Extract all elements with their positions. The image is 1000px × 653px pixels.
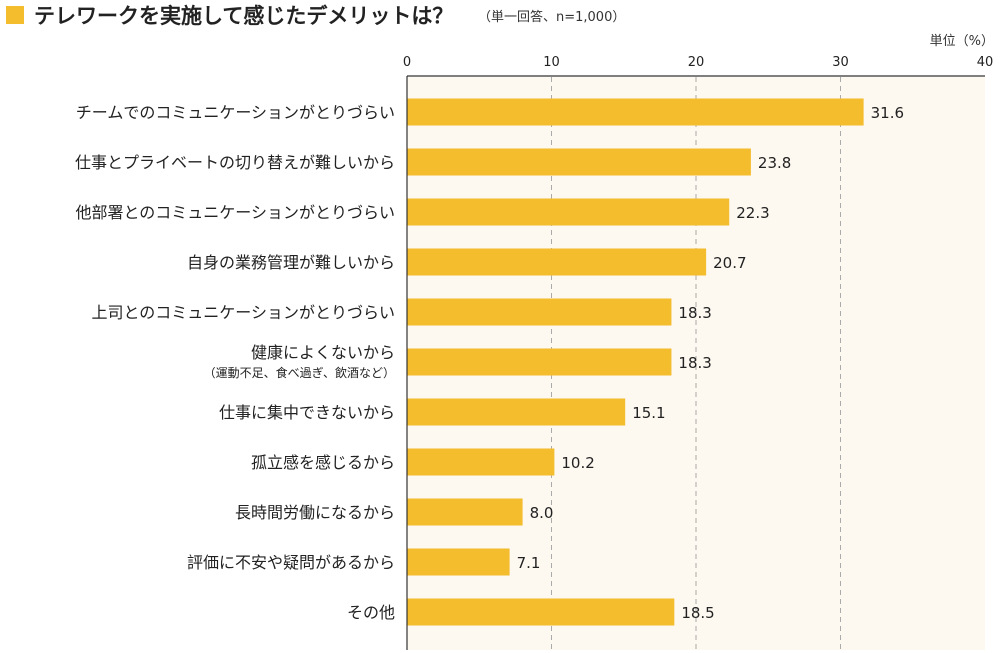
unit-label: 単位（%） bbox=[930, 33, 994, 49]
value-label: 20.7 bbox=[713, 254, 746, 272]
value-label: 18.3 bbox=[678, 354, 711, 372]
category-label: 健康によくないから bbox=[251, 343, 395, 362]
value-label: 15.1 bbox=[632, 404, 665, 422]
title-marker bbox=[6, 6, 24, 24]
x-axis-ticks: 0 10 20 30 40 bbox=[403, 55, 993, 70]
value-label: 18.3 bbox=[678, 304, 711, 322]
value-label: 7.1 bbox=[517, 554, 541, 572]
category-label: チームでのコミュニケーションがとりづらい bbox=[76, 103, 395, 122]
category-labels: チームでのコミュニケーションがとりづらい仕事とプライベートの切り替えが難しいから… bbox=[75, 103, 395, 622]
bar bbox=[407, 348, 672, 376]
value-label: 22.3 bbox=[736, 204, 769, 222]
category-label: 孤立感を感じるから bbox=[251, 453, 395, 472]
bars bbox=[407, 98, 864, 626]
bar bbox=[407, 448, 555, 476]
grid-lines bbox=[551, 77, 841, 650]
x-tick-label: 30 bbox=[832, 55, 849, 70]
category-label: 他部署とのコミュニケーションがとりづらい bbox=[75, 203, 395, 222]
x-tick-label: 20 bbox=[688, 55, 705, 70]
chart-title: テレワークを実施して感じたデメリットは？ bbox=[34, 4, 453, 28]
bar bbox=[407, 248, 707, 276]
bar bbox=[407, 548, 510, 576]
bar bbox=[407, 498, 523, 526]
value-label: 23.8 bbox=[758, 154, 791, 172]
bar bbox=[407, 98, 864, 126]
category-note: （運動不足、食べ過ぎ、飲酒など） bbox=[204, 365, 395, 380]
x-tick-label: 0 bbox=[403, 55, 411, 70]
value-labels: 31.6 23.8 22.3 20.7 18.3 18.3 15.1 10.2 8.0 7.1 18… bbox=[517, 104, 904, 622]
value-label: 31.6 bbox=[871, 104, 904, 122]
value-label: 8.0 bbox=[530, 504, 554, 522]
category-label: 仕事とプライベートの切り替えが難しいから bbox=[75, 153, 395, 172]
bar bbox=[407, 148, 751, 176]
chart-header: テレワークを実施して感じたデメリットは？ （単一回答、n=1,000） 単位（%… bbox=[6, 4, 994, 49]
category-label: その他 bbox=[347, 603, 395, 622]
value-label: 10.2 bbox=[561, 454, 594, 472]
bar bbox=[407, 598, 675, 626]
bar bbox=[407, 198, 730, 226]
x-tick-label: 40 bbox=[977, 55, 994, 70]
category-label: 上司とのコミュニケーションがとりづらい bbox=[91, 303, 395, 322]
category-label: 自身の業務管理が難しいから bbox=[187, 253, 395, 272]
chart-subtitle: （単一回答、n=1,000） bbox=[478, 9, 625, 25]
category-label: 仕事に集中できないから bbox=[219, 403, 395, 422]
bar bbox=[407, 398, 626, 426]
category-label: 評価に不安や疑問があるから bbox=[187, 553, 395, 572]
x-tick-label: 10 bbox=[543, 55, 560, 70]
value-label: 18.5 bbox=[681, 604, 714, 622]
bar bbox=[407, 298, 672, 326]
category-label: 長時間労働になるから bbox=[235, 503, 395, 522]
